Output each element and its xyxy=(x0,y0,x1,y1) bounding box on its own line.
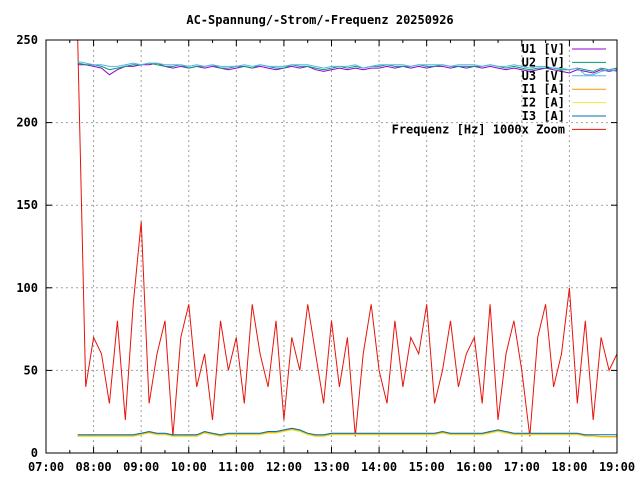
y-tick-label: 200 xyxy=(16,116,38,130)
series-line-u2-v xyxy=(77,62,618,72)
legend: U1 [V]U2 [V]U3 [V]I1 [A]I2 [A]I3 [A]Freq… xyxy=(392,42,606,136)
series-line-i2-a xyxy=(77,429,617,438)
series-line-u3-v xyxy=(77,61,618,76)
x-tick-label: 12:00 xyxy=(266,460,302,474)
y-tick-label: 150 xyxy=(16,198,38,212)
legend-label: I2 [A] xyxy=(522,96,565,110)
y-tick-label: 0 xyxy=(31,446,38,460)
x-tick-label: 16:00 xyxy=(456,460,492,474)
x-tick-label: 07:00 xyxy=(28,460,64,474)
x-tick-label: 19:00 xyxy=(599,460,635,474)
x-tick-label: 09:00 xyxy=(123,460,159,474)
x-tick-label: 15:00 xyxy=(409,460,445,474)
series-group xyxy=(77,39,618,438)
x-tick-label: 18:00 xyxy=(551,460,587,474)
legend-label: U2 [V] xyxy=(522,55,565,69)
y-tick-label: 250 xyxy=(16,33,38,47)
series-line-i3-a xyxy=(77,427,617,436)
legend-label: U3 [V] xyxy=(522,69,565,83)
plot-border xyxy=(45,39,618,454)
legend-label: I3 [A] xyxy=(522,109,565,123)
y-tick-label: 100 xyxy=(16,281,38,295)
legend-label: Frequenz [Hz] 1000x Zoom xyxy=(392,122,565,136)
x-tick-label: 17:00 xyxy=(504,460,540,474)
chart-title: AC-Spannung/-Strom/-Frequenz 20250926 xyxy=(186,13,453,27)
legend-label: I1 [A] xyxy=(522,82,565,96)
series-line-i1-a xyxy=(77,428,617,437)
x-tick-label: 11:00 xyxy=(218,460,254,474)
y-tick-label: 50 xyxy=(24,363,38,377)
series-line-frequenz-hz-1000x-zoom xyxy=(77,39,618,437)
x-tick-label: 14:00 xyxy=(361,460,397,474)
series-line-u1-v xyxy=(77,62,618,76)
x-tick-label: 13:00 xyxy=(313,460,349,474)
grid xyxy=(46,40,617,453)
x-tick-label: 08:00 xyxy=(76,460,112,474)
axes: 0 50 100 150 200 250 07:00 08:00 09:00 10:00 11:00… xyxy=(16,33,635,474)
legend-label: U1 [V] xyxy=(522,42,565,56)
x-tick-label: 10:00 xyxy=(171,460,207,474)
